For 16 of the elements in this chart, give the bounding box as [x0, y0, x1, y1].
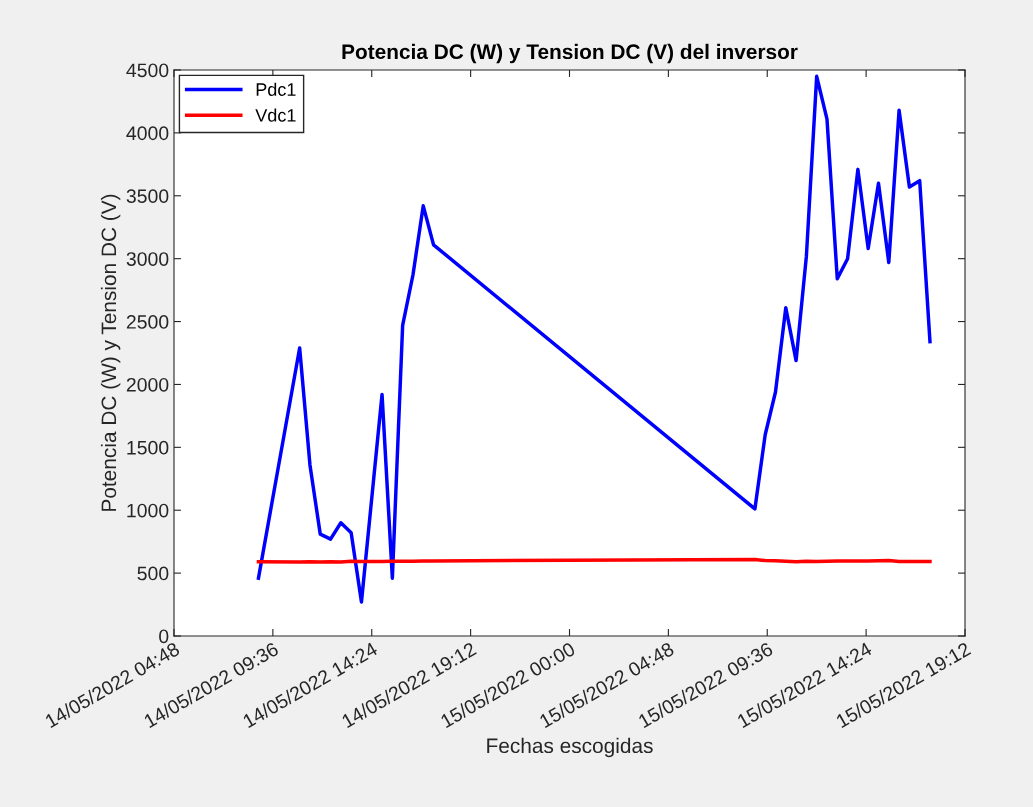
chart-title: Potencia DC (W) y Tension DC (V) del inversor — [342, 43, 798, 64]
line-series — [256, 74, 932, 604]
y-tick-label: 500 — [137, 566, 169, 581]
y-tick-label: 3500 — [126, 189, 169, 204]
y-axis-title: Potencia DC (W) y Tension DC (V) — [100, 194, 121, 511]
y-tick-label: 1500 — [127, 440, 169, 455]
legend-label: Pdc1 — [256, 82, 296, 96]
legend-label: Vdc1 — [255, 108, 296, 122]
y-tick-label: 3000 — [126, 252, 169, 266]
y-tick-label: 2500 — [126, 315, 169, 329]
y-tick-label: 1000 — [127, 503, 169, 518]
y-tick-label: 0 — [159, 629, 169, 644]
y-tick-label: 4000 — [126, 126, 169, 141]
x-axis-title: Fechas escogidas — [487, 737, 653, 758]
y-tick-label: 2000 — [126, 377, 169, 392]
y-tick-label: 4500 — [126, 63, 169, 78]
